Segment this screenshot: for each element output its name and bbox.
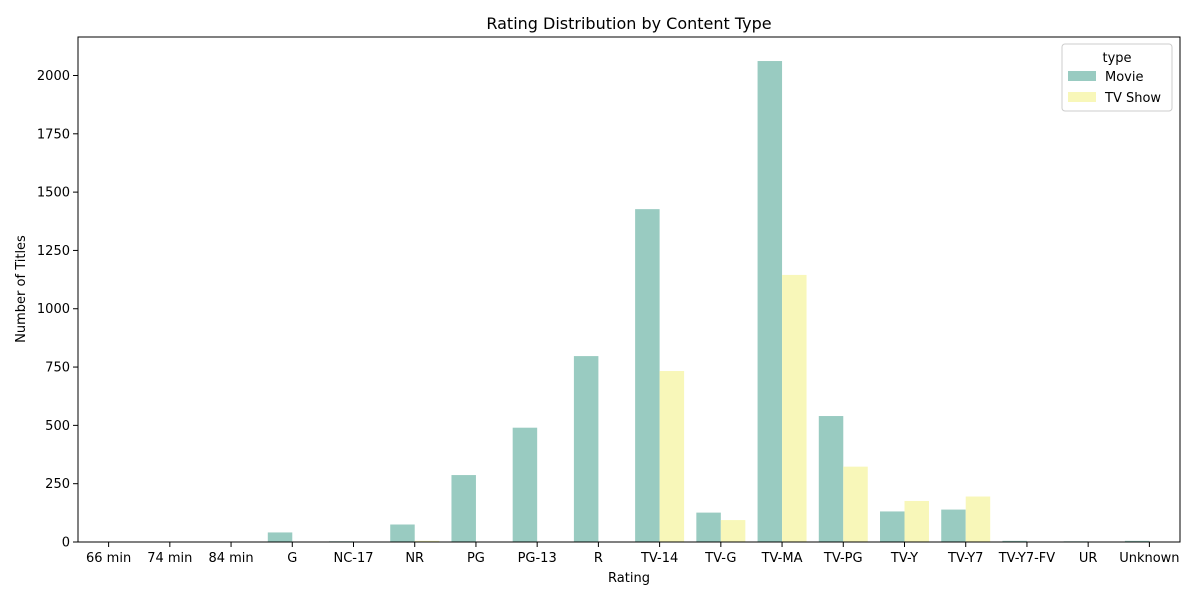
- x-tick-label-unknown: Unknown: [1119, 551, 1179, 566]
- bar-movie-nr: [390, 525, 414, 542]
- x-tick-label-pg-13: PG-13: [518, 551, 557, 566]
- y-tick-label-1250: 1250: [37, 244, 70, 259]
- bar-movie-tv-ma: [758, 61, 782, 542]
- bar-tv-show-tv-y7: [966, 497, 990, 542]
- bar-tv-show-tv-14: [660, 371, 684, 542]
- y-tick-label-750: 750: [45, 361, 70, 376]
- legend-title: type: [1102, 51, 1131, 66]
- legend-swatch-movie: [1068, 71, 1096, 81]
- legend-swatch-tv-show: [1068, 92, 1096, 102]
- chart-title: Rating Distribution by Content Type: [486, 14, 771, 33]
- bar-movie-tv-pg: [819, 416, 843, 542]
- bars-layer: [84, 61, 1174, 542]
- x-tick-label-tv-y7-fv: TV-Y7-FV: [998, 551, 1056, 566]
- bar-movie-r: [574, 356, 598, 542]
- y-tick-label-500: 500: [45, 419, 70, 434]
- x-tick-label-ur: UR: [1079, 551, 1098, 566]
- x-tick-label-tv-14: TV-14: [640, 551, 678, 566]
- x-tick-label-nr: NR: [405, 551, 424, 566]
- x-tick-label-tv-y7: TV-Y7: [947, 551, 983, 566]
- bar-tv-show-tv-g: [721, 520, 745, 542]
- bar-tv-show-tv-y: [905, 501, 929, 542]
- legend: type Movie TV Show: [1062, 44, 1172, 111]
- x-tick-label-74-min: 74 min: [147, 551, 192, 566]
- x-tick-label-66-min: 66 min: [86, 551, 131, 566]
- x-axis-label: Rating: [608, 571, 650, 586]
- x-tick-label-r: R: [594, 551, 603, 566]
- x-tick-label-tv-y: TV-Y: [890, 551, 918, 566]
- bar-movie-pg-13: [513, 428, 537, 542]
- x-tick-label-tv-g: TV-G: [704, 551, 736, 566]
- y-tick-label-1000: 1000: [37, 302, 70, 317]
- x-tick-label-g: G: [287, 551, 297, 566]
- x-axis: 66 min 74 min 84 min G NC-17 NR PG PG-13 R TV-14 T…: [86, 542, 1180, 566]
- legend-label-tv-show: TV Show: [1104, 91, 1161, 106]
- plot-frame: [78, 37, 1180, 542]
- y-axis-label: Number of Titles: [14, 235, 29, 343]
- x-tick-label-tv-pg: TV-PG: [823, 551, 863, 566]
- bar-movie-pg: [451, 475, 475, 542]
- bar-movie-tv-y: [880, 511, 904, 542]
- y-tick-label-1500: 1500: [37, 186, 70, 201]
- x-tick-label-nc-17: NC-17: [333, 551, 373, 566]
- y-tick-label-250: 250: [45, 477, 70, 492]
- y-tick-label-1750: 1750: [37, 127, 70, 142]
- y-tick-label-2000: 2000: [37, 69, 70, 84]
- bar-tv-show-tv-pg: [843, 467, 867, 542]
- x-tick-label-84-min: 84 min: [208, 551, 253, 566]
- legend-label-movie: Movie: [1105, 70, 1143, 85]
- x-tick-label-pg: PG: [467, 551, 485, 566]
- y-tick-label-0: 0: [62, 536, 70, 551]
- y-axis: 0 250 500 750 1000 1250 1500 1750 2000: [37, 69, 78, 551]
- bar-movie-tv-g: [696, 513, 720, 542]
- x-tick-label-tv-ma: TV-MA: [761, 551, 803, 566]
- bar-tv-show-tv-ma: [782, 275, 806, 542]
- bar-movie-tv-y7: [941, 510, 965, 542]
- bar-movie-tv-14: [635, 209, 659, 542]
- bar-movie-g: [268, 532, 292, 542]
